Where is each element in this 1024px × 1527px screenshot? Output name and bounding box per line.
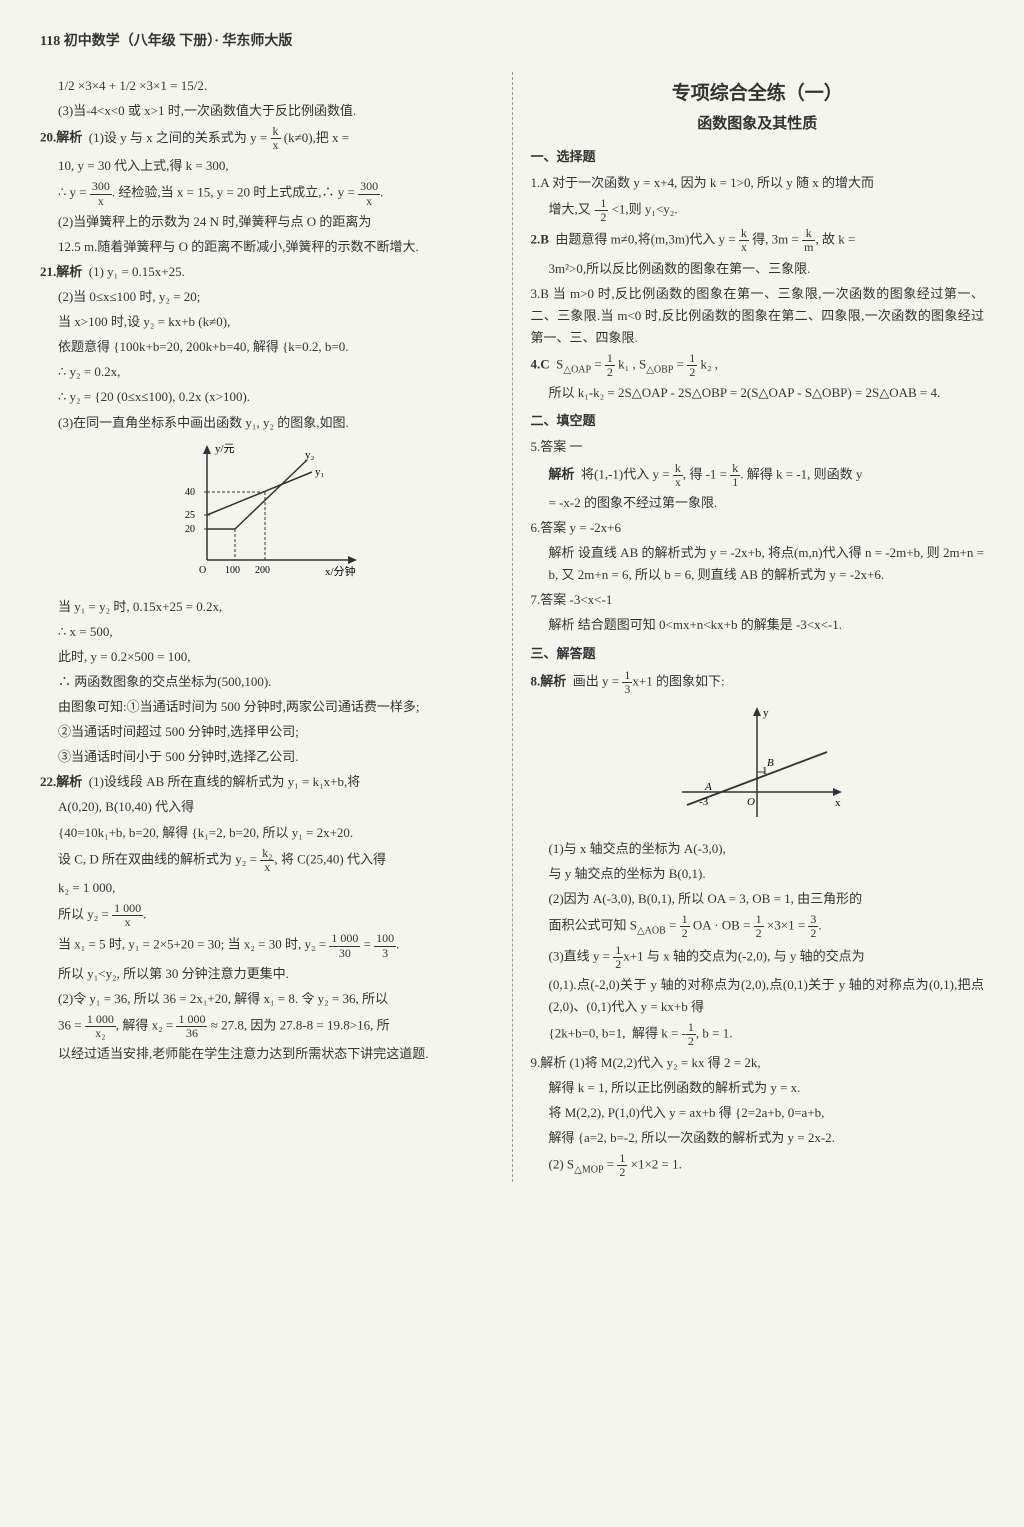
para: 与 y 轴交点的坐标为 B(0,1). bbox=[531, 863, 985, 885]
q-number: 20.解析 bbox=[40, 130, 82, 145]
para: (3)直线 y = 12x+1 与 x 轴的交点为(-2,0), 与 y 轴的交… bbox=[531, 944, 985, 971]
para: 由图象可知:①当通话时间为 500 分钟时,两家公司通话费一样多; bbox=[40, 696, 494, 718]
para: 增大,又 -12 <1,则 y₁<y₂. bbox=[531, 197, 985, 224]
para: 所以 k₁-k₂ = 2S△OAP - 2S△OBP = 2(S△OAP - S… bbox=[531, 382, 985, 404]
svg-text:y₂: y₂ bbox=[305, 449, 315, 461]
section-subtitle: 函数图象及其性质 bbox=[531, 112, 985, 138]
svg-text:O: O bbox=[747, 796, 755, 808]
para: 面积公式可知 S△AOB = 12 OA · OB = 12 ×3×1 = 32… bbox=[531, 913, 985, 940]
para: 当 x>100 时,设 y₂ = kx+b (k≠0), bbox=[40, 311, 494, 333]
para: 解析 设直线 AB 的解析式为 y = -2x+b, 将点(m,n)代入得 n … bbox=[531, 542, 985, 586]
svg-text:O: O bbox=[199, 565, 206, 576]
para: 9.解析 (1)将 M(2,2)代入 y₂ = kx 得 2 = 2k, bbox=[531, 1052, 985, 1074]
para: 解得 k = 1, 所以正比例函数的解析式为 y = x. bbox=[531, 1077, 985, 1099]
para: (1)与 x 轴交点的坐标为 A(-3,0), bbox=[531, 838, 985, 860]
para: ∴ y₂ = {20 (0≤x≤100), 0.2x (x>100). bbox=[40, 386, 494, 408]
para-text: (1)设线段 AB 所在直线的解析式为 y₁ = k₁x+b,将 bbox=[89, 774, 360, 789]
para: 设 C, D 所在双曲线的解析式为 y₂ = k₂x, 将 C(25,40) 代… bbox=[40, 847, 494, 874]
para: (2)当弹簧秤上的示数为 24 N 时,弹簧秤与点 O 的距离为 bbox=[40, 211, 494, 233]
para: 4.C S△OAP = 12 k₁ , S△OBP = 12 k₂ , bbox=[531, 352, 985, 379]
para: 6.答案 y = -2x+6 bbox=[531, 517, 985, 539]
para: 7.答案 -3<x<-1 bbox=[531, 589, 985, 611]
para: (2)当 0≤x≤100 时, y₂ = 20; bbox=[40, 286, 494, 308]
subhead-answer: 三、解答题 bbox=[531, 643, 985, 665]
svg-text:A: A bbox=[704, 781, 712, 793]
para: 当 y₁ = y₂ 时, 0.15x+25 = 0.2x, bbox=[40, 596, 494, 618]
section-title: 专项综合全练（一） bbox=[531, 78, 985, 110]
para: 此时, y = 0.2×500 = 100, bbox=[40, 646, 494, 668]
para: {40=10k₁+b, b=20, 解得 {k₁=2, b=20, 所以 y₁ … bbox=[40, 822, 494, 844]
svg-text:B: B bbox=[767, 757, 774, 769]
para: 20.解析 (1)设 y 与 x 之间的关系式为 y = kx (k≠0),把 … bbox=[40, 125, 494, 152]
para: 2.B 由题意得 m≠0,将(m,3m)代入 y = kx 得, 3m = km… bbox=[531, 227, 985, 254]
para: 3.B 当 m>0 时,反比例函数的图象在第一、三象限,一次函数的图象经过第一、… bbox=[531, 283, 985, 349]
svg-text:25: 25 bbox=[185, 510, 195, 521]
subhead-choice: 一、选择题 bbox=[531, 146, 985, 168]
para: ∴ 两函数图象的交点坐标为(500,100). bbox=[40, 671, 494, 693]
para: 所以 y₁<y₂, 所以第 30 分钟注意力更集中. bbox=[40, 963, 494, 985]
para: 21.解析 (1) y₁ = 0.15x+25. bbox=[40, 261, 494, 283]
para: 10, y = 30 代入上式,得 k = 300, bbox=[40, 155, 494, 177]
para: ③当通话时间小于 500 分钟时,选择乙公司. bbox=[40, 746, 494, 768]
svg-text:-3: -3 bbox=[699, 796, 709, 808]
right-column: 专项综合全练（一） 函数图象及其性质 一、选择题 1.A 对于一次函数 y = … bbox=[512, 72, 985, 1183]
content-columns: 1/2 ×3×4 + 1/2 ×3×1 = 15/2. (3)当-4<x<0 或… bbox=[40, 72, 984, 1183]
para: ∴ y₂ = 0.2x, bbox=[40, 361, 494, 383]
svg-text:200: 200 bbox=[255, 565, 270, 576]
page-header: 118 初中数学（八年级 下册）· 华东师大版 bbox=[40, 30, 984, 54]
para: A(0,20), B(10,40) 代入得 bbox=[40, 796, 494, 818]
svg-text:100: 100 bbox=[225, 565, 240, 576]
para: 1/2 ×3×4 + 1/2 ×3×1 = 15/2. bbox=[40, 75, 494, 97]
q-number: 21.解析 bbox=[40, 264, 82, 279]
para-text: (1) y₁ = 0.15x+25. bbox=[89, 264, 185, 279]
para: ∴ x = 500, bbox=[40, 621, 494, 643]
x-axis-label: x/分钟 bbox=[325, 564, 356, 578]
para: ∴ y = 300x. 经检验,当 x = 15, y = 20 时上式成立,∴… bbox=[40, 180, 494, 207]
para: (2)令 y₁ = 36, 所以 36 = 2x₁+20, 解得 x₁ = 8.… bbox=[40, 988, 494, 1010]
y-axis-label: y/元 bbox=[215, 443, 235, 455]
svg-text:40: 40 bbox=[185, 487, 195, 498]
para: 解析 结合题图可知 0<mx+n<kx+b 的解集是 -3<x<-1. bbox=[531, 614, 985, 636]
svg-text:x: x bbox=[835, 797, 841, 809]
q-number: 22.解析 bbox=[40, 774, 82, 789]
para: (3)在同一直角坐标系中画出函数 y₁, y₂ 的图象,如图. bbox=[40, 412, 494, 434]
para: 1.A 对于一次函数 y = x+4, 因为 k = 1>0, 所以 y 随 x… bbox=[531, 172, 985, 194]
para: (0,1).点(-2,0)关于 y 轴的对称点为(2,0),点(0,1)关于 y… bbox=[531, 974, 985, 1018]
para: (2) S△MOP = 12 ×1×2 = 1. bbox=[531, 1152, 985, 1179]
graph-y1-y2: y/元 x/分钟 40 25 20 O 100 200 y₂ y₁ bbox=[167, 440, 367, 590]
svg-text:20: 20 bbox=[185, 524, 195, 535]
para: 依题意得 {100k+b=20, 200k+b=40, 解得 {k=0.2, b… bbox=[40, 336, 494, 358]
svg-text:y: y bbox=[763, 707, 769, 719]
left-column: 1/2 ×3×4 + 1/2 ×3×1 = 15/2. (3)当-4<x<0 或… bbox=[40, 72, 494, 1183]
para: = -x-2 的图象不经过第一象限. bbox=[531, 492, 985, 514]
para: 解析 将(1,-1)代入 y = kx, 得 -1 = k1. 解得 k = -… bbox=[531, 462, 985, 489]
para: k₂ = 1 000, bbox=[40, 877, 494, 899]
para: 5.答案 一 bbox=[531, 436, 985, 458]
para: 当 x₁ = 5 时, y₁ = 2×5+20 = 30; 当 x₂ = 30 … bbox=[40, 932, 494, 959]
para: 将 M(2,2), P(1,0)代入 y = ax+b 得 {2=2a+b, 0… bbox=[531, 1102, 985, 1124]
para: 解得 {a=2, b=-2, 所以一次函数的解析式为 y = 2x-2. bbox=[531, 1127, 985, 1149]
svg-text:y₁: y₁ bbox=[315, 466, 325, 478]
subhead-fill: 二、填空题 bbox=[531, 410, 985, 432]
para: (3)当-4<x<0 或 x>1 时,一次函数值大于反比例函数值. bbox=[40, 100, 494, 122]
para: 3m²>0,所以反比例函数的图象在第一、三象限. bbox=[531, 258, 985, 280]
para: 以经过适当安排,老师能在学生注意力达到所需状态下讲完这道题. bbox=[40, 1043, 494, 1065]
graph-line-ab: y x O -3 1 A B bbox=[667, 702, 847, 832]
para: {2k+b=0, b=1, 解得 k = -12, b = 1. bbox=[531, 1021, 985, 1048]
para: 8.解析 画出 y = 13x+1 的图象如下: bbox=[531, 669, 985, 696]
para: ②当通话时间超过 500 分钟时,选择甲公司; bbox=[40, 721, 494, 743]
para: 12.5 m.随着弹簧秤与 O 的距离不断减小,弹簧秤的示数不断增大. bbox=[40, 236, 494, 258]
para: 22.解析 (1)设线段 AB 所在直线的解析式为 y₁ = k₁x+b,将 bbox=[40, 771, 494, 793]
para: 所以 y₂ = 1 000x. bbox=[40, 902, 494, 929]
para-text: (1)设 y 与 x 之间的关系式为 y = kx (k≠0),把 x = bbox=[89, 130, 349, 145]
para: (2)因为 A(-3,0), B(0,1), 所以 OA = 3, OB = 1… bbox=[531, 888, 985, 910]
para: 36 = 1 000x₂, 解得 x₂ = 1 00036 ≈ 27.8, 因为… bbox=[40, 1013, 494, 1040]
